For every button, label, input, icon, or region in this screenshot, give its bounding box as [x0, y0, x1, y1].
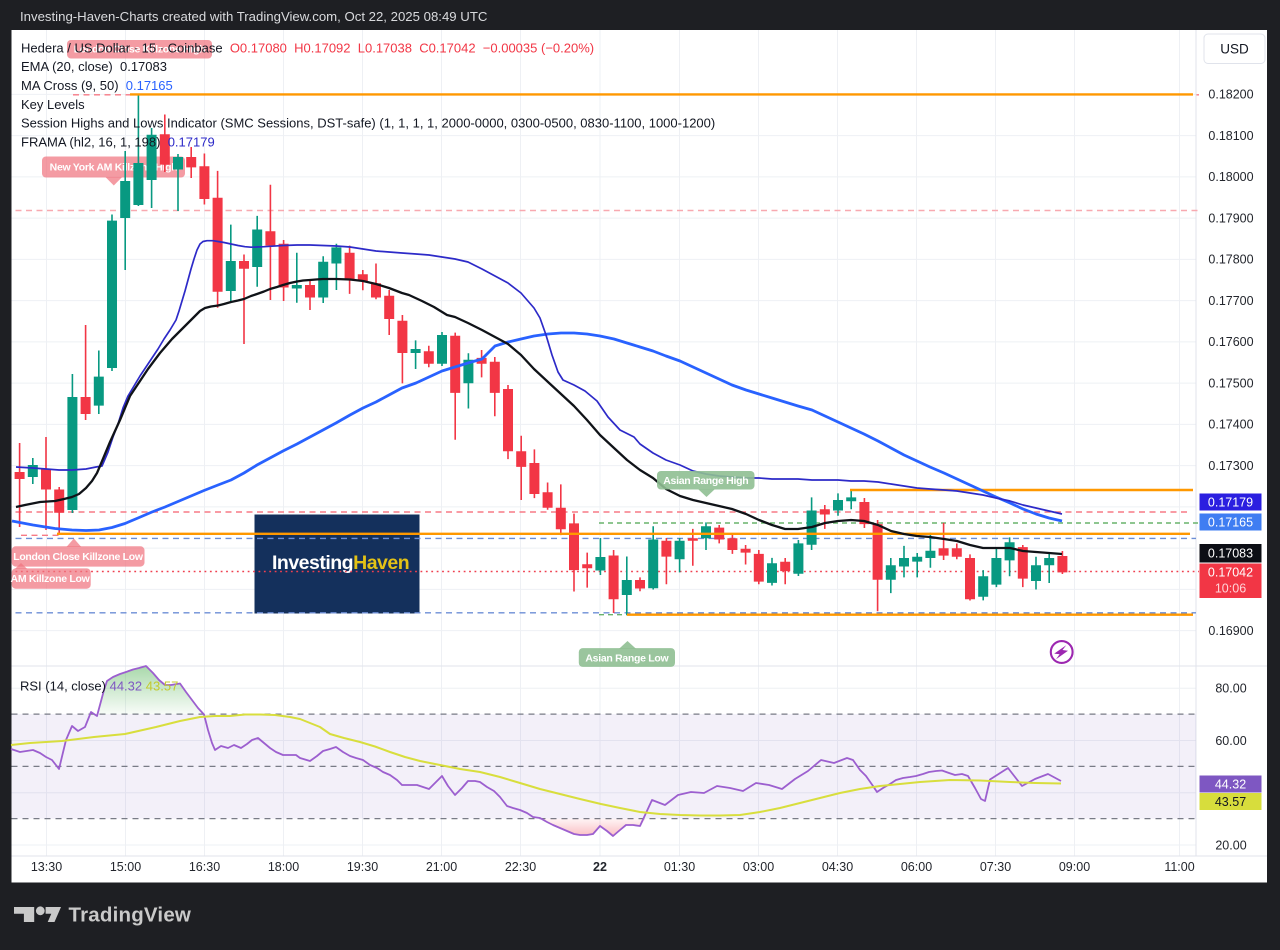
svg-text:TradingView: TradingView	[69, 904, 192, 927]
svg-text:MA Cross (9, 50) 0.17165: MA Cross (9, 50) 0.17165	[21, 78, 173, 93]
svg-text:New York AM Killzone High: New York AM Killzone High	[50, 162, 178, 174]
svg-text:0.17800: 0.17800	[1208, 253, 1253, 267]
svg-text:0.17400: 0.17400	[1208, 418, 1253, 432]
svg-text:0.18100: 0.18100	[1208, 129, 1253, 143]
svg-text:0.17600: 0.17600	[1208, 335, 1253, 349]
svg-text:10:06: 10:06	[1215, 582, 1246, 596]
svg-text:0.17083: 0.17083	[1208, 547, 1253, 561]
svg-text:0.17700: 0.17700	[1208, 294, 1253, 308]
svg-text:Investing-Haven-Charts created: Investing-Haven-Charts created with Trad…	[20, 9, 488, 24]
svg-text:London Close Killzone Low: London Close Killzone Low	[13, 551, 144, 563]
svg-text:0.17900: 0.17900	[1208, 211, 1253, 225]
svg-text:AM Killzone Low: AM Killzone Low	[11, 573, 91, 585]
svg-text:01:30: 01:30	[664, 860, 695, 874]
svg-text:Session Highs and Lows Indicat: Session Highs and Lows Indicator (SMC Se…	[21, 116, 715, 131]
svg-text:07:30: 07:30	[980, 860, 1011, 874]
svg-text:13:30: 13:30	[31, 860, 62, 874]
svg-text:16:30: 16:30	[189, 860, 220, 874]
svg-text:Asian Range High: Asian Range High	[663, 475, 748, 487]
svg-text:RSI (14, close) 44.32 43.57: RSI (14, close) 44.32 43.57	[20, 679, 178, 694]
svg-text:Key Levels: Key Levels	[21, 97, 85, 112]
svg-text:22:30: 22:30	[505, 860, 536, 874]
svg-text:USD: USD	[1220, 42, 1249, 57]
svg-text:21:00: 21:00	[426, 860, 457, 874]
svg-text:London Close Killzone High: London Close Killzone High	[74, 44, 206, 56]
svg-text:0.16900: 0.16900	[1208, 624, 1253, 638]
svg-text:80.00: 80.00	[1215, 682, 1246, 696]
svg-text:18:00: 18:00	[268, 860, 299, 874]
svg-text:0.17500: 0.17500	[1208, 376, 1253, 390]
svg-text:Hedera / US Dollar · 15 · Coin: Hedera / US Dollar · 15 · Coinbase O0.17…	[21, 41, 594, 56]
svg-text:0.18000: 0.18000	[1208, 170, 1253, 184]
svg-text:InvestingHaven: InvestingHaven	[272, 552, 409, 574]
svg-text:04:30: 04:30	[822, 860, 853, 874]
svg-text:FRAMA (hl2, 16, 1, 198) 0.171: FRAMA (hl2, 16, 1, 198) 0.17179	[21, 134, 215, 149]
svg-text:20.00: 20.00	[1215, 838, 1246, 852]
svg-text:03:00: 03:00	[743, 860, 774, 874]
svg-text:22: 22	[593, 860, 607, 874]
svg-text:43.57: 43.57	[1215, 795, 1246, 809]
svg-text:EMA (20, close) 0.17083: EMA (20, close) 0.17083	[21, 59, 167, 74]
svg-text:0.17300: 0.17300	[1208, 459, 1253, 473]
svg-text:0.17165: 0.17165	[1208, 516, 1253, 530]
svg-text:60.00: 60.00	[1215, 734, 1246, 748]
svg-text:15:00: 15:00	[110, 860, 141, 874]
svg-text:44.32: 44.32	[1215, 778, 1246, 792]
svg-text:0.17042: 0.17042	[1208, 566, 1253, 580]
svg-text:09:00: 09:00	[1059, 860, 1090, 874]
svg-text:11:00: 11:00	[1164, 860, 1194, 874]
svg-text:Asian Range Low: Asian Range Low	[585, 653, 669, 665]
svg-text:19:30: 19:30	[347, 860, 378, 874]
svg-text:0.17179: 0.17179	[1208, 496, 1253, 510]
svg-text:06:00: 06:00	[901, 860, 932, 874]
svg-text:0.18200: 0.18200	[1208, 88, 1253, 102]
